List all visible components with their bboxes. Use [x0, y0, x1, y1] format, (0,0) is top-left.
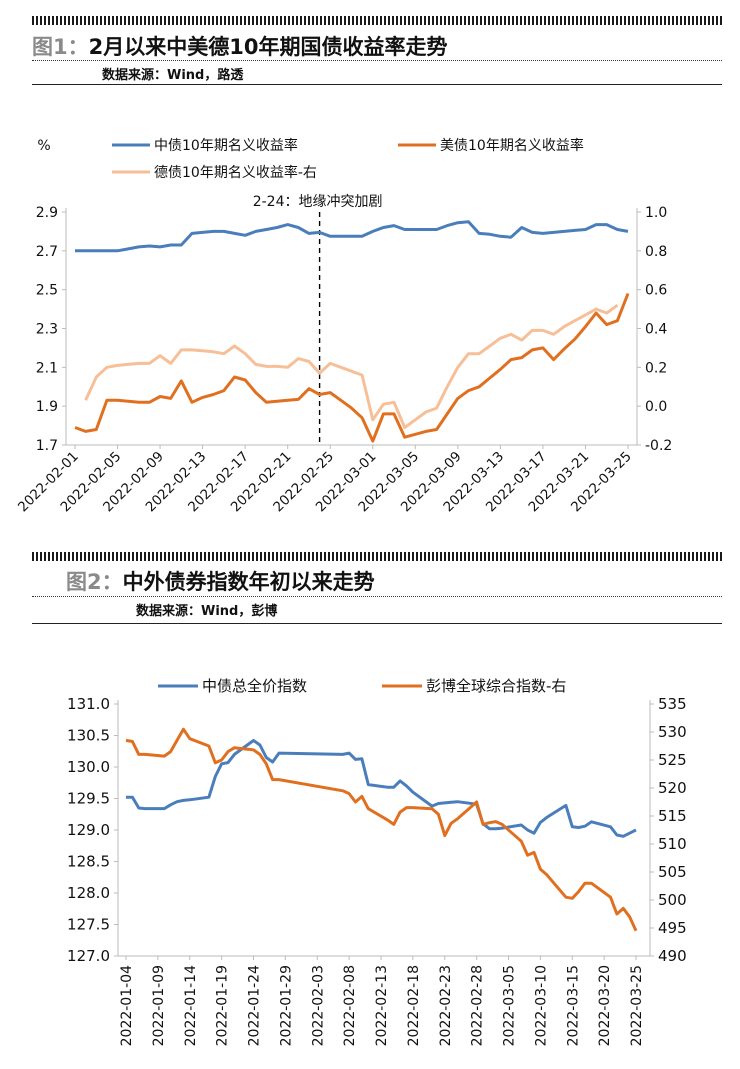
y-tick-label-left: 131.0: [67, 695, 110, 713]
y-tick-label-right: 495: [658, 919, 687, 937]
y-tick-label-right: 0.4: [645, 322, 667, 338]
header-rule-solid: [32, 84, 722, 85]
figure-label: 图1：: [32, 35, 89, 59]
series-line: [84, 303, 619, 429]
x-tick-label: 2022-02-13: [374, 965, 390, 1046]
series-line: [125, 727, 638, 932]
header-rule-solid: [32, 623, 722, 624]
y-tick-label-right: 0.8: [645, 244, 667, 260]
header-rule-hatched: [32, 552, 722, 561]
x-tick-label: 2022-02-23: [438, 965, 454, 1046]
series-line: [126, 739, 637, 838]
x-tick-label: 2022-01-29: [278, 965, 294, 1046]
chart-bond-yields: 1.7 1.9 2.1 2.3 2.5 2.7 2.9 -0.2 0.0 0.2 0.4 0.6 0.8…: [15, 137, 672, 515]
figure-title-text: 2月以来中美德10年期国债收益率走势: [88, 35, 448, 59]
x-tick-label: 2022-02-03: [310, 965, 326, 1046]
y-tick-label-left: 127.0: [67, 947, 110, 965]
y-tick-label-left: 130.5: [67, 727, 110, 745]
header-rule-dotted: [32, 60, 722, 61]
y-tick-label-right: 0.0: [645, 399, 667, 415]
figure-source: 数据来源：Wind，彭博: [136, 604, 278, 619]
figure-title-text: 中外债券指数年初以来走势: [122, 570, 375, 594]
x-tick-label: 2022-02-28: [470, 965, 486, 1046]
legend-label: 美债10年期名义收益率: [440, 137, 584, 154]
x-tick-label: 2022-03-15: [565, 965, 581, 1046]
y-tick-label-left: 2.3: [36, 322, 58, 338]
x-tick-label: 2022-03-10: [533, 965, 549, 1046]
y-tick-label-right: 510: [658, 835, 687, 853]
y-tick-label-left: 130.0: [67, 758, 110, 776]
legend-label: 德债10年期名义收益率-右: [154, 164, 317, 181]
x-tick-label: 2022-03-25: [629, 965, 645, 1046]
x-tick-label: 2022-03-20: [597, 965, 613, 1046]
y-tick-label-left: 127.5: [67, 916, 110, 934]
y-tick-label-left: 1.9: [36, 399, 58, 415]
x-tick-label: 2022-02-08: [342, 965, 358, 1046]
series-line: [74, 292, 630, 443]
y-tick-label-right: 535: [658, 695, 687, 713]
header-rule-dotted: [32, 596, 722, 597]
x-tick-label: 2022-01-09: [151, 965, 167, 1046]
header-rule-hatched: [32, 16, 722, 25]
y-tick-label-right: 500: [658, 891, 687, 909]
legend-label: 中债10年期名义收益率: [154, 137, 298, 154]
y-tick-label-right: 530: [658, 723, 687, 741]
x-tick-label: 2022-01-14: [183, 965, 199, 1046]
y-tick-label-left: 2.1: [36, 360, 58, 376]
x-tick-label: 2022-01-24: [247, 965, 263, 1046]
figure-label: 图2：: [66, 570, 123, 594]
y-tick-label-right: 520: [658, 779, 687, 797]
x-tick-label: 2022-01-04: [119, 965, 135, 1046]
y-unit-label: %: [37, 138, 50, 154]
y-tick-label-right: 490: [658, 947, 687, 965]
y-tick-label-left: 2.9: [36, 205, 58, 221]
y-tick-label-right: -0.2: [645, 438, 672, 454]
y-tick-label-right: 1.0: [645, 205, 667, 221]
legend-label: 中债总全价指数: [202, 677, 307, 695]
figure-source: 数据来源：Wind，路透: [102, 68, 244, 83]
y-tick-label-left: 129.0: [67, 821, 110, 839]
y-tick-label-right: 505: [658, 863, 687, 881]
chart-bond-indices: 127.0 127.5 128.0 128.5 129.0 129.5 130.0 130.5…: [67, 677, 687, 1046]
y-tick-label-left: 128.0: [67, 884, 110, 902]
y-tick-label-left: 2.5: [36, 283, 58, 299]
y-tick-label-right: 0.2: [645, 360, 667, 376]
x-tick-label: 2022-03-05: [502, 965, 518, 1046]
series-line: [75, 220, 629, 253]
x-tick-label: 2022-02-18: [406, 965, 422, 1046]
legend-label: 彭博全球综合指数-右: [426, 677, 566, 695]
figure-title: 图2：中外债券指数年初以来走势: [66, 566, 375, 596]
y-tick-label-left: 2.7: [36, 244, 58, 260]
y-tick-label-left: 1.7: [36, 438, 58, 454]
y-tick-label-left: 129.5: [67, 790, 110, 808]
figure-title: 图1：2月以来中美德10年期国债收益率走势: [32, 31, 447, 61]
y-tick-label-right: 525: [658, 751, 687, 769]
x-tick-label: 2022-01-19: [215, 965, 231, 1046]
y-tick-label-left: 128.5: [67, 853, 110, 871]
event-annotation: 2-24：地缘冲突加剧: [253, 194, 383, 210]
y-tick-label-right: 515: [658, 807, 687, 825]
y-tick-label-right: 0.6: [645, 283, 667, 299]
